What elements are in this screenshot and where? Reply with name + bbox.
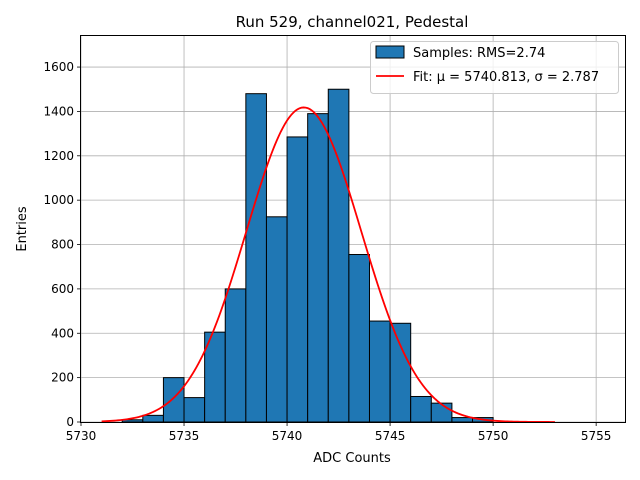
histogram-bar bbox=[389, 322, 412, 423]
y-tick-label: 1600 bbox=[43, 60, 74, 74]
legend-histogram-swatch bbox=[375, 45, 405, 59]
chart-title: Run 529, channel021, Pedestal bbox=[236, 13, 469, 31]
histogram-bar bbox=[327, 88, 350, 423]
histogram-bar bbox=[142, 414, 164, 423]
histogram-bar bbox=[451, 417, 474, 423]
x-axis-label: ADC Counts bbox=[313, 451, 391, 466]
x-tick-label: 5740 bbox=[272, 429, 303, 443]
fit-curve bbox=[101, 106, 555, 423]
histogram-bar bbox=[265, 216, 288, 423]
y-axis-ticks: 0 200 400 600 800 1000 1200 1400 1600 bbox=[43, 60, 81, 429]
legend: Samples: RMS=2.74 Fit: μ = 5740.813, σ =… bbox=[370, 41, 619, 94]
histogram-bar bbox=[245, 93, 267, 423]
histogram-bar bbox=[286, 136, 309, 423]
y-tick-label: 1400 bbox=[43, 104, 74, 118]
y-tick-label: 1200 bbox=[43, 149, 74, 163]
histogram-bar bbox=[224, 288, 247, 423]
legend-box bbox=[370, 41, 619, 94]
y-tick-label: 1000 bbox=[43, 193, 74, 207]
histogram-bar bbox=[162, 377, 185, 423]
y-tick-label: 400 bbox=[51, 326, 74, 340]
y-axis-label: Entries bbox=[15, 206, 30, 252]
plot-frame bbox=[80, 35, 626, 423]
y-tick-label: 600 bbox=[51, 282, 74, 296]
grid-lines bbox=[80, 36, 625, 423]
x-tick-label: 5745 bbox=[375, 429, 406, 443]
x-tick-label: 5755 bbox=[581, 429, 612, 443]
histogram-bar bbox=[410, 395, 432, 423]
histogram-bar bbox=[348, 254, 370, 423]
x-tick-label: 5735 bbox=[169, 429, 200, 443]
histogram-bar bbox=[430, 402, 453, 423]
y-tick-label: 800 bbox=[51, 238, 74, 252]
x-tick-label: 5730 bbox=[66, 429, 97, 443]
histogram-bar bbox=[307, 113, 329, 423]
histogram-bar bbox=[368, 320, 391, 423]
x-axis-ticks: 5730 5735 5740 5745 5750 5755 bbox=[66, 422, 612, 443]
legend-label-samples: Samples: RMS=2.74 bbox=[413, 46, 545, 61]
histogram-bars bbox=[121, 88, 494, 423]
y-tick-label: 200 bbox=[51, 371, 74, 385]
x-tick-label: 5750 bbox=[478, 429, 509, 443]
histogram-bar bbox=[183, 397, 206, 423]
legend-label-fit: Fit: μ = 5740.813, σ = 2.787 bbox=[413, 70, 599, 85]
y-tick-label: 0 bbox=[66, 415, 74, 429]
